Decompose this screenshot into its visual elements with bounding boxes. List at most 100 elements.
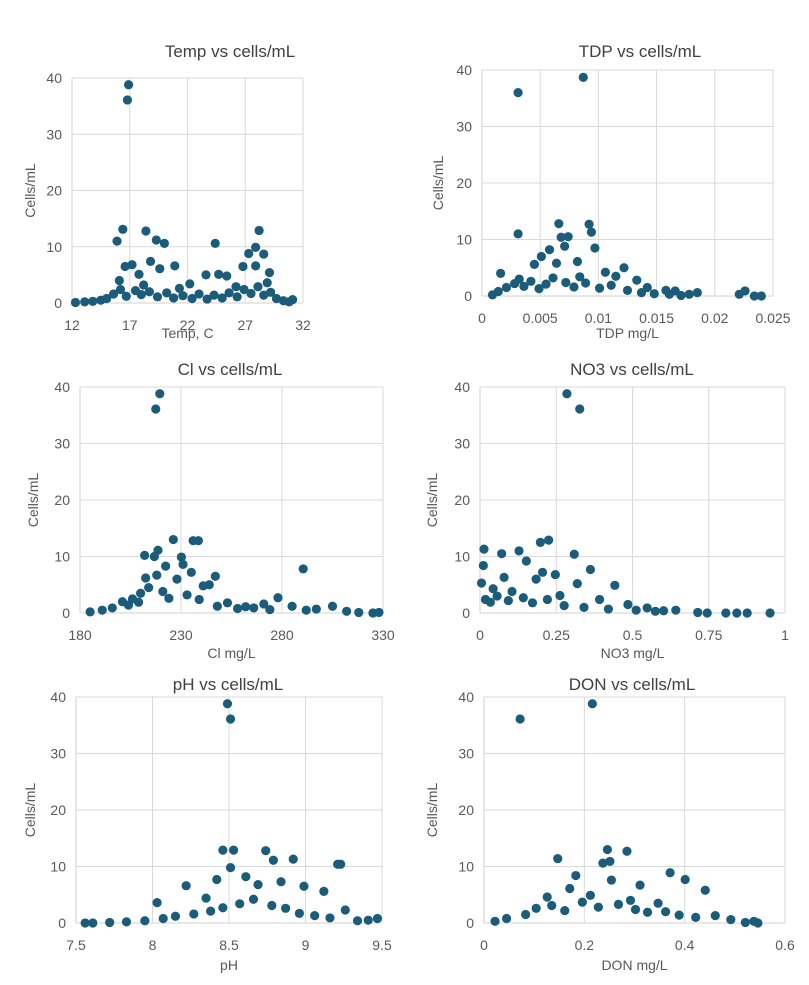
data-point: [526, 276, 536, 286]
data-point: [521, 909, 531, 920]
data-point: [268, 855, 278, 865]
y-tick-label: 10: [54, 549, 70, 565]
chart-title: DON vs cells/mL: [569, 675, 696, 694]
data-point: [261, 846, 271, 856]
x-tick-label: 7.5: [66, 937, 86, 953]
data-point: [765, 608, 775, 618]
data-point: [580, 278, 591, 288]
y-tick-label: 0: [62, 605, 70, 621]
data-point: [548, 273, 558, 283]
data-point: [569, 549, 579, 559]
data-point: [479, 544, 489, 554]
data-point: [294, 908, 304, 918]
y-axis-label: Cells/mL: [424, 473, 440, 528]
y-tick-label: 0: [58, 915, 66, 931]
data-point: [622, 285, 633, 295]
data-point: [536, 251, 546, 262]
y-axis-label: Cells/mL: [22, 783, 38, 838]
y-tick-label: 40: [458, 689, 474, 705]
data-point: [212, 874, 222, 885]
x-tick-label: 8: [149, 937, 157, 953]
data-point: [214, 269, 224, 279]
data-point: [534, 284, 544, 294]
data-point: [80, 918, 90, 928]
data-point: [298, 564, 308, 574]
x-axis-label: Temp, C: [161, 325, 213, 341]
data-point: [691, 912, 701, 922]
x-tick-label: 9: [302, 937, 310, 953]
data-point: [241, 872, 251, 882]
y-tick-label: 30: [456, 119, 472, 135]
data-point: [594, 283, 605, 293]
data-point: [636, 288, 647, 298]
data-point: [224, 288, 234, 298]
data-point: [585, 890, 595, 900]
data-point: [742, 608, 752, 618]
data-point: [112, 236, 122, 246]
data-point: [134, 269, 144, 279]
data-point: [265, 605, 275, 615]
data-point: [169, 293, 179, 303]
data-point: [585, 564, 596, 575]
data-point: [700, 885, 710, 895]
x-tick-label: 22: [180, 317, 196, 333]
data-point: [259, 599, 269, 609]
data-point: [238, 261, 248, 272]
data-point: [172, 574, 182, 584]
x-tick-label: 17: [122, 317, 138, 333]
data-point: [210, 571, 220, 581]
data-point: [562, 389, 572, 399]
data-point: [198, 581, 208, 591]
data-point: [531, 903, 541, 913]
data-point: [287, 601, 297, 611]
data-point: [605, 856, 615, 867]
y-tick-label: 20: [46, 183, 62, 199]
data-point: [740, 917, 750, 928]
data-point: [749, 291, 759, 301]
data-point: [610, 580, 620, 590]
y-axis-label: Cells/mL: [22, 163, 38, 218]
data-point: [218, 903, 228, 913]
data-point: [210, 238, 220, 248]
data-point: [267, 900, 277, 911]
data-point: [276, 877, 286, 887]
data-point: [162, 288, 172, 298]
data-point: [235, 899, 245, 909]
data-point: [485, 597, 495, 607]
data-point: [659, 606, 669, 616]
data-point: [244, 248, 254, 259]
chart-1: 0 10 20 30 40 0 0.005 0.01 0.015 0.02 0.025 TDP vs …: [430, 42, 791, 341]
data-point: [556, 232, 566, 242]
data-point: [649, 289, 659, 299]
x-tick-label: 0.4: [675, 937, 695, 953]
data-point: [535, 537, 545, 547]
data-point: [529, 259, 539, 269]
data-point: [352, 916, 363, 926]
y-tick-label: 10: [458, 859, 474, 875]
data-point: [721, 608, 731, 618]
data-point: [490, 916, 500, 926]
y-tick-label: 40: [456, 62, 472, 78]
x-tick-label: 0.02: [701, 310, 728, 326]
data-point: [578, 72, 588, 82]
data-point: [187, 293, 197, 304]
data-point: [559, 601, 569, 611]
data-point: [108, 289, 119, 299]
data-point: [642, 603, 652, 613]
data-point: [631, 605, 641, 615]
data-point: [537, 567, 548, 577]
data-point: [551, 258, 562, 268]
data-point: [115, 284, 126, 295]
data-point: [493, 286, 503, 297]
data-point: [734, 289, 744, 299]
x-tick-label: 0.2: [575, 937, 595, 953]
data-point: [262, 278, 272, 288]
data-point: [122, 95, 133, 105]
data-point: [606, 280, 616, 290]
data-point: [217, 293, 227, 303]
data-point: [170, 261, 180, 271]
x-tick-label: 0.75: [695, 627, 722, 643]
data-point: [665, 868, 675, 878]
data-point: [144, 287, 154, 297]
